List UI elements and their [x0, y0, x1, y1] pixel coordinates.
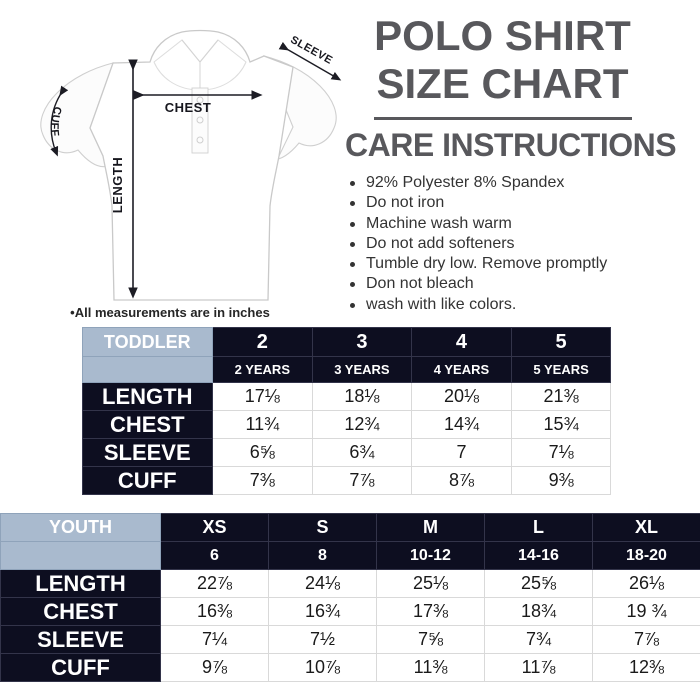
svg-text:LENGTH: LENGTH — [110, 157, 125, 213]
svg-text:SLEEVE: SLEEVE — [288, 34, 334, 67]
svg-text:CHEST: CHEST — [165, 100, 212, 115]
